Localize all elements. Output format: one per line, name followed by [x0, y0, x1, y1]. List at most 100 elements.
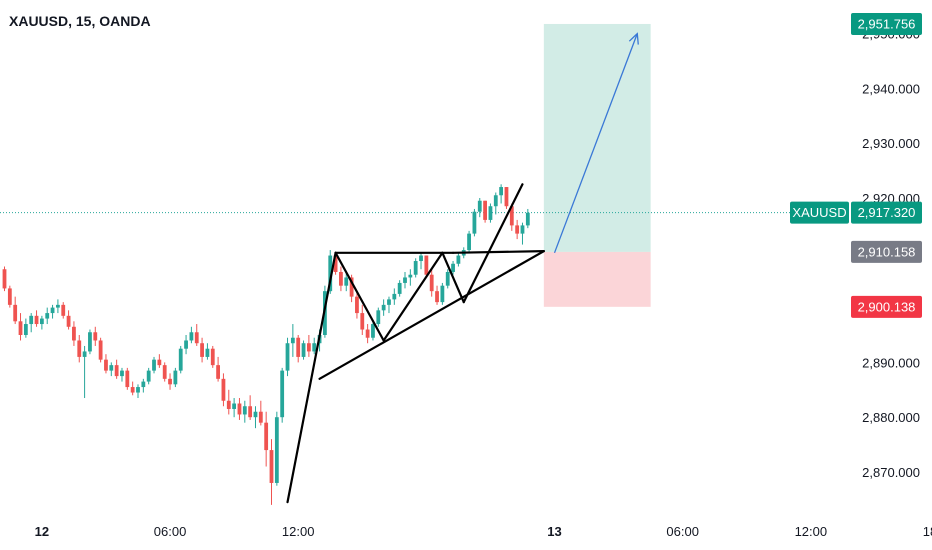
candle: [190, 327, 194, 343]
candle: [264, 412, 268, 467]
candle-body: [77, 340, 81, 356]
time-tick-label: 13: [547, 524, 561, 539]
candle-body: [440, 286, 444, 302]
candle: [61, 302, 65, 318]
price-tick-label: 2,880.000: [862, 410, 920, 425]
candle: [99, 338, 103, 363]
candle: [109, 362, 113, 376]
candle-body: [392, 294, 396, 299]
candle-body: [13, 305, 17, 321]
candle: [302, 340, 306, 359]
pattern-line: [336, 253, 384, 341]
candle-body: [152, 360, 156, 371]
target-badge-label: 2,951.756: [858, 16, 916, 31]
candle: [35, 310, 39, 326]
candle-body: [264, 423, 268, 450]
candle-body: [467, 234, 471, 250]
candle-body: [163, 365, 167, 379]
candle-body: [67, 316, 71, 327]
candle: [291, 324, 295, 357]
candle: [419, 253, 423, 269]
candle-body: [494, 195, 498, 206]
candle-body: [120, 371, 124, 376]
candle-body: [366, 330, 370, 338]
candle-body: [382, 305, 386, 310]
candle: [40, 316, 44, 330]
candle-body: [147, 371, 151, 382]
candle-body: [216, 365, 220, 379]
candle: [483, 201, 487, 223]
candle: [366, 324, 370, 343]
candle-body: [232, 404, 236, 409]
candle: [83, 346, 87, 398]
time-tick-label: 12:00: [795, 524, 828, 539]
candle-body: [29, 316, 33, 324]
candle: [296, 335, 300, 362]
current-price-badge-label: 2,917.320: [858, 205, 916, 220]
price-tick-label: 2,870.000: [862, 465, 920, 480]
candle-body: [355, 297, 359, 313]
candle-body: [99, 340, 103, 359]
candle-body: [419, 256, 423, 261]
candle-body: [3, 269, 7, 288]
candle: [526, 209, 530, 228]
candle-body: [521, 225, 525, 233]
candle: [515, 220, 519, 239]
stop-badge: 2,900.138: [851, 296, 922, 318]
candle: [163, 362, 167, 381]
candle: [179, 346, 183, 373]
candle: [77, 335, 81, 362]
candle-body: [125, 371, 129, 387]
candle-body: [56, 305, 60, 308]
candle: [72, 321, 76, 346]
entry-badge-label: 2,910.158: [858, 244, 916, 259]
candle: [286, 338, 290, 376]
candle-body: [280, 371, 284, 418]
candle: [339, 267, 343, 292]
candle: [398, 280, 402, 296]
candle-body: [387, 299, 391, 304]
candle-body: [339, 272, 343, 286]
candle: [173, 368, 177, 387]
candle: [457, 253, 461, 267]
candle-body: [515, 225, 519, 233]
candle-body: [227, 401, 231, 409]
candle-body: [109, 365, 113, 370]
time-tick-label: 06:00: [154, 524, 187, 539]
candle: [19, 313, 23, 340]
candle: [360, 305, 364, 335]
pattern-line: [453, 251, 544, 253]
candle: [505, 187, 509, 209]
candle-body: [435, 291, 439, 302]
candle-body: [483, 201, 487, 220]
candle-body: [211, 349, 215, 365]
candle: [93, 327, 97, 346]
candle-body: [83, 351, 87, 356]
candle-body: [104, 360, 108, 371]
candle-body: [136, 387, 140, 392]
candle: [56, 299, 60, 313]
candle: [136, 384, 140, 398]
candle: [243, 401, 247, 423]
candle: [141, 379, 145, 393]
pattern-line: [464, 184, 523, 302]
candle-body: [451, 264, 455, 272]
candle-body: [72, 327, 76, 341]
candle-body: [446, 272, 450, 286]
pattern-line: [442, 253, 463, 302]
candle-body: [173, 371, 177, 385]
candle: [211, 346, 215, 368]
candle-body: [19, 321, 23, 335]
candle: [168, 373, 172, 389]
candle: [216, 357, 220, 382]
candle-body: [291, 338, 295, 343]
candle-body: [376, 310, 380, 324]
candle: [222, 373, 226, 406]
symbol-badge: XAUUSD: [790, 202, 849, 224]
candle: [408, 269, 412, 285]
candle-body: [473, 212, 477, 234]
price-badges: 2,951.756 XAUUSD 2,917.320 2,910.158 2,900.1…: [790, 13, 922, 318]
candle: [232, 398, 236, 417]
